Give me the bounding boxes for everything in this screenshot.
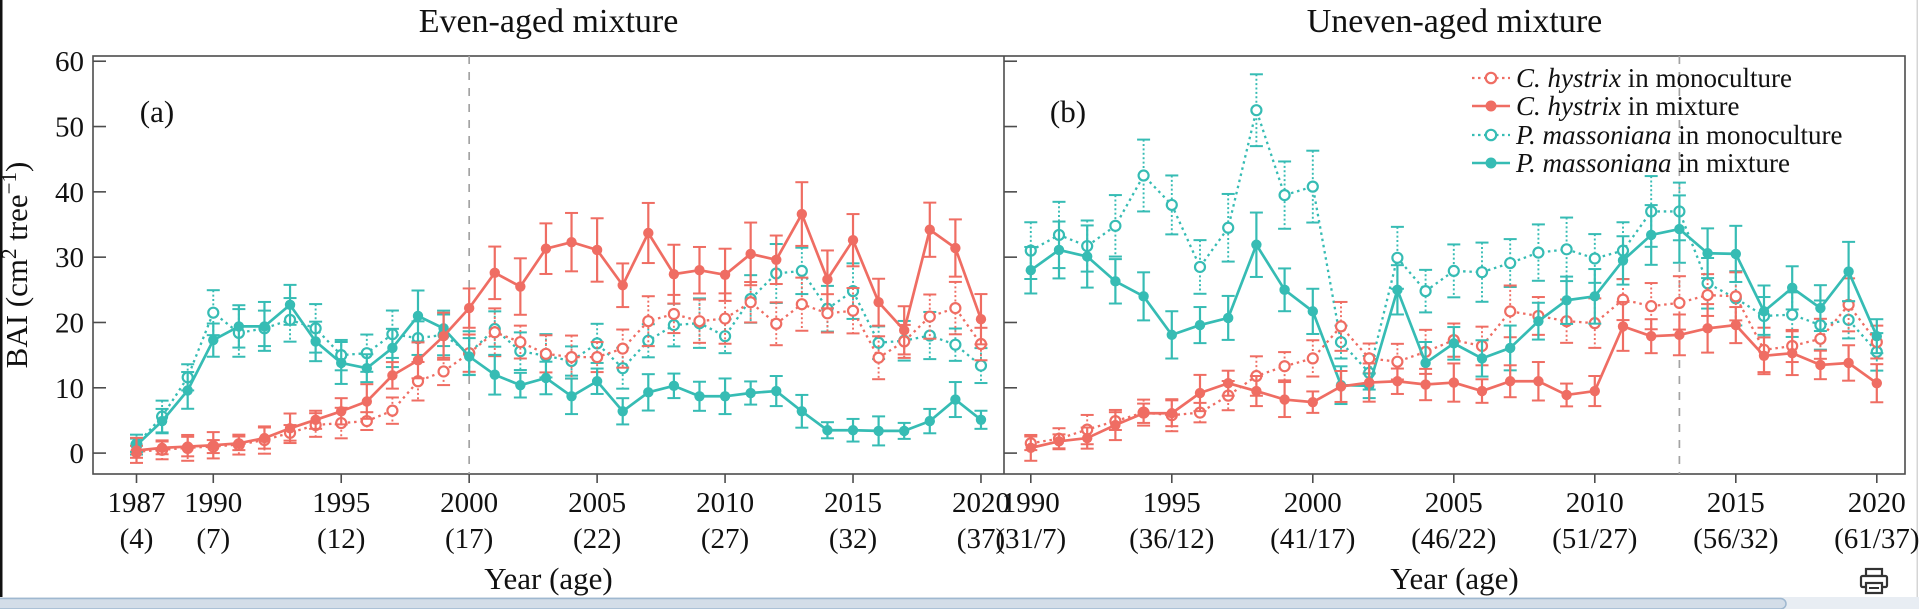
x-tick-age: (32) xyxy=(829,523,877,555)
x-axis: 1987 (4) 1990 (7) 1995 (12) 2000 (17) 2005 (22) 20… xyxy=(108,474,1010,596)
panel-b: Uneven-aged mixture (b) 1990 (31/7) 1995 (36/… xyxy=(995,3,1919,596)
legend-label: P. massoniana in monoculture xyxy=(1515,120,1843,150)
x-tick-age: (37) xyxy=(957,523,1005,555)
x-tick-year: 1990 xyxy=(184,487,242,519)
legend-item-pm_mono: P. massoniana in monoculture xyxy=(1472,120,1843,150)
series-pm_mix xyxy=(130,283,988,453)
x-tick-year: 2000 xyxy=(1284,487,1342,519)
series-ch_mix xyxy=(1024,300,1884,462)
x-tick-year: 1990 xyxy=(1002,487,1060,519)
x-axis-label: Year (age) xyxy=(1390,561,1519,596)
x-tick-age: (41/17) xyxy=(1270,523,1355,555)
panel-title: Uneven-aged mixture xyxy=(1307,3,1603,40)
horizontal-scrollbar xyxy=(0,597,1919,609)
x-tick-age: (31/7) xyxy=(995,523,1066,555)
series-ch_mix xyxy=(130,181,988,464)
panel-letter: (b) xyxy=(1050,94,1086,129)
y-tick-label: 50 xyxy=(55,112,84,144)
x-tick-year: 2015 xyxy=(1707,487,1765,519)
x-tick-age: (36/12) xyxy=(1129,523,1214,555)
y-tick-label: 60 xyxy=(55,46,84,78)
x-tick-age: (22) xyxy=(573,523,621,555)
x-tick-age: (46/22) xyxy=(1411,523,1496,555)
x-tick-age: (51/27) xyxy=(1552,523,1637,555)
x-tick-age: (56/32) xyxy=(1693,523,1778,555)
x-tick-year: 1995 xyxy=(1143,487,1201,519)
x-tick-year: 2020 xyxy=(1848,487,1906,519)
y-tick-label: 10 xyxy=(55,373,84,405)
legend-item-pm_mix: P. massoniana in mixture xyxy=(1472,148,1790,178)
x-tick-age: (27) xyxy=(701,523,749,555)
scrollbar-thumb[interactable] xyxy=(0,597,1787,609)
panel-title: Even-aged mixture xyxy=(419,3,679,40)
x-tick-year: 2000 xyxy=(440,487,498,519)
x-tick-year: 1987 xyxy=(108,487,166,519)
y-axis: 0 10 20 30 40 50 60 xyxy=(55,46,1017,470)
series-pm_mono xyxy=(130,243,988,456)
legend-item-ch_mix: C. hystrix in mixture xyxy=(1472,91,1739,121)
legend-item-ch_mono: C. hystrix in monoculture xyxy=(1472,63,1792,93)
x-tick-year: 2010 xyxy=(696,487,754,519)
x-tick-age: (12) xyxy=(317,523,365,555)
x-tick-year: 2005 xyxy=(568,487,626,519)
x-tick-age: (17) xyxy=(445,523,493,555)
left-window-edge xyxy=(0,0,3,597)
y-axis-title: BAI (cm2 tree−1) xyxy=(0,162,34,369)
x-axis-label: Year (age) xyxy=(484,561,613,596)
legend-label: P. massoniana in mixture xyxy=(1515,148,1790,178)
panel-a: Even-aged mixture (a) 1987 (4) 1990 (7) 1995 (1… xyxy=(108,3,1010,596)
panel-letter: (a) xyxy=(140,94,174,129)
x-tick-year: 2015 xyxy=(824,487,882,519)
x-tick-age: (61/37) xyxy=(1834,523,1919,555)
x-tick-year: 1995 xyxy=(312,487,370,519)
series-ch_mono xyxy=(1024,271,1884,452)
x-tick-age: (4) xyxy=(120,523,154,555)
x-axis: 1990 (31/7) 1995 (36/12) 2000 (41/17) 2005 (46/… xyxy=(995,474,1919,596)
series-pm_mix xyxy=(1024,194,1884,406)
x-tick-year: 2010 xyxy=(1566,487,1624,519)
y-tick-label: 0 xyxy=(70,438,85,470)
x-tick-year: 2020 xyxy=(952,487,1010,519)
y-axis-label: BAI (cm2 tree−1) xyxy=(0,162,34,369)
plot-frame xyxy=(92,55,1906,475)
y-tick-label: 40 xyxy=(55,177,84,209)
printer-icon[interactable] xyxy=(1859,567,1889,595)
legend-label: C. hystrix in monoculture xyxy=(1516,63,1792,93)
x-tick-age: (7) xyxy=(196,523,230,555)
right-window-edge xyxy=(1916,0,1918,597)
legend-label: C. hystrix in mixture xyxy=(1516,91,1739,121)
x-tick-year: 2005 xyxy=(1425,487,1483,519)
y-tick-label: 30 xyxy=(55,242,84,274)
y-tick-label: 20 xyxy=(55,307,84,339)
